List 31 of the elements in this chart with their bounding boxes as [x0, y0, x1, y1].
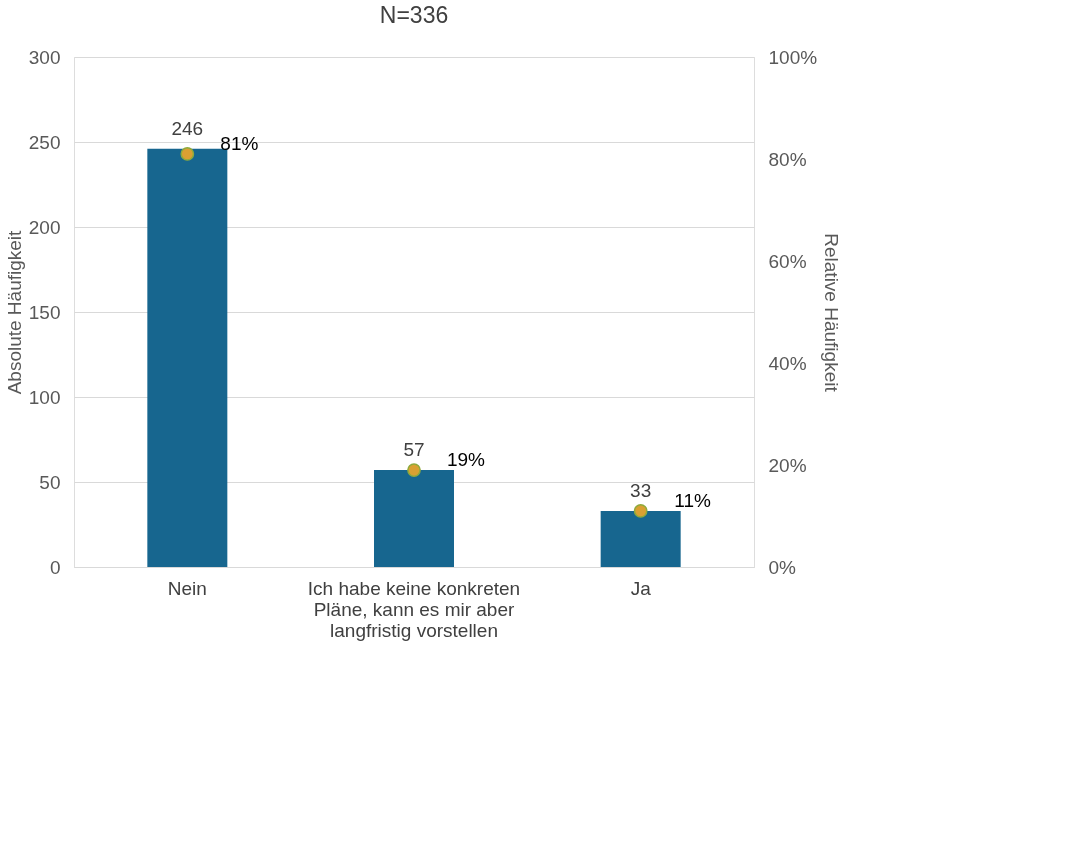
- data-label: 19%: [446, 449, 486, 471]
- y2-tick-label: 20%: [768, 454, 807, 476]
- data-label: 11%: [674, 489, 712, 511]
- x-tick-label: Ich habe keine konkreten Pläne, kann es mir aber langfristig vorstellen: [307, 577, 521, 641]
- y2-tick-label: 0%: [768, 556, 797, 578]
- y-tick-label: 0: [49, 556, 61, 578]
- x-tick-label: Ja: [630, 577, 652, 599]
- point: [180, 147, 195, 161]
- data-label: 246: [171, 117, 204, 139]
- y-tick-label: 100: [28, 386, 61, 408]
- bar: [600, 510, 681, 567]
- y-tick-label: 150: [28, 301, 61, 323]
- y2-tick-label: 40%: [768, 352, 807, 374]
- y2-tick-label: 80%: [768, 148, 807, 170]
- data-label: 33: [630, 479, 652, 501]
- bar: [147, 148, 228, 567]
- y2-tick-label: 60%: [768, 250, 807, 272]
- data-label: 81%: [220, 132, 259, 154]
- data-label: 57: [403, 439, 425, 461]
- y-tick-label: 50: [39, 471, 61, 493]
- point: [633, 504, 648, 518]
- y-tick-label: 200: [28, 216, 61, 238]
- point: [407, 463, 421, 477]
- y2-tick-label: 100%: [768, 46, 818, 68]
- y-tick-label: 250: [28, 131, 61, 153]
- y-axis-title: Absolute Häufigkeit: [3, 229, 25, 395]
- y2-axis-title: Relative Häufigkeit: [821, 233, 843, 393]
- chart-title: N=336: [379, 2, 449, 28]
- bar: [374, 470, 454, 567]
- y-tick-label: 300: [28, 46, 61, 68]
- x-tick-label: Nein: [167, 577, 207, 599]
